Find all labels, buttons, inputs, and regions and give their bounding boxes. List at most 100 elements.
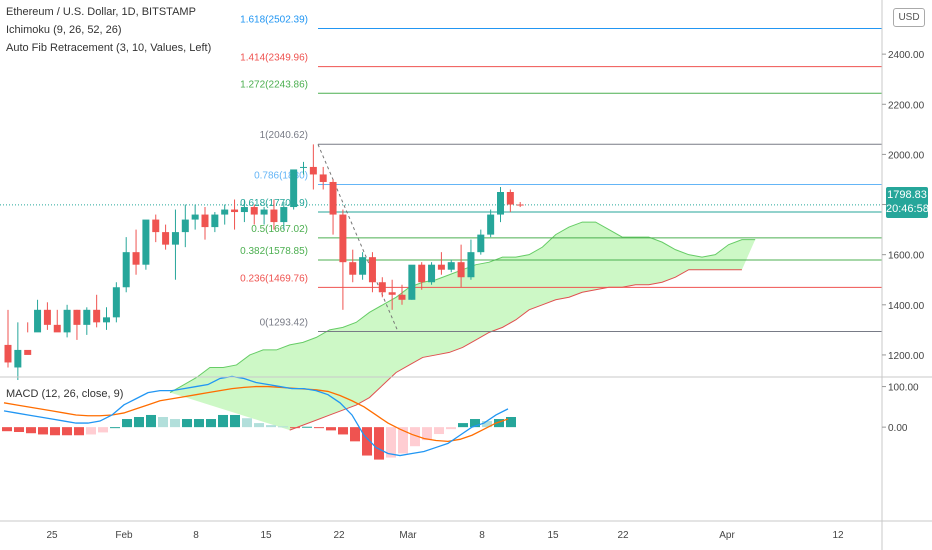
candle-up bbox=[497, 192, 504, 215]
time-tick-label: 22 bbox=[333, 530, 345, 541]
time-tick-label: 15 bbox=[260, 530, 272, 541]
candle-down bbox=[339, 214, 347, 263]
candle-up bbox=[280, 207, 288, 223]
macd-histogram-bar bbox=[446, 427, 456, 430]
fib-label: 0(1293.42) bbox=[260, 318, 308, 329]
cloud-span-b bbox=[289, 269, 742, 431]
macd-histogram-bar bbox=[2, 427, 12, 432]
macd-histogram-bar bbox=[206, 419, 216, 428]
macd-histogram-bar bbox=[470, 419, 480, 428]
macd-histogram-bar bbox=[242, 418, 252, 428]
macd-histogram-bar bbox=[122, 419, 132, 428]
candle-up bbox=[191, 214, 199, 220]
time-tick-label: 25 bbox=[46, 530, 58, 541]
candle-down bbox=[43, 309, 51, 325]
candle-down bbox=[132, 252, 140, 265]
candle-down bbox=[93, 309, 101, 323]
candle-up bbox=[122, 252, 130, 288]
candle-up bbox=[408, 264, 416, 300]
price-tick-label: 2400.00 bbox=[888, 50, 925, 61]
macd-histogram-bar bbox=[110, 427, 120, 429]
macd-histogram-bar bbox=[278, 426, 288, 428]
macd-histogram-bar bbox=[374, 427, 384, 460]
candle-up bbox=[300, 166, 307, 168]
price-tick-label: 1400.00 bbox=[888, 301, 925, 312]
candle-down bbox=[516, 204, 524, 206]
time-tick-label: 15 bbox=[547, 530, 559, 541]
fib-label: 0.5(1667.02) bbox=[251, 224, 308, 235]
macd-line bbox=[3, 375, 509, 457]
fib-trend-line bbox=[317, 144, 399, 332]
candle-up bbox=[487, 214, 495, 235]
candle-down bbox=[309, 166, 317, 175]
fib-label: 1(2040.62) bbox=[260, 130, 308, 141]
currency-badge[interactable]: USD bbox=[893, 8, 925, 27]
macd-tick-label: 0.00 bbox=[888, 423, 908, 434]
candle-up bbox=[428, 264, 436, 283]
candle-down bbox=[349, 262, 357, 275]
candle-up bbox=[240, 207, 248, 213]
fib-label: 1.272(2243.86) bbox=[240, 79, 308, 90]
candle-up bbox=[477, 234, 485, 253]
macd-histogram-bar bbox=[494, 419, 504, 428]
macd-histogram-bar bbox=[26, 427, 36, 434]
macd-histogram-bar bbox=[146, 414, 156, 428]
macd-histogram-bar bbox=[194, 419, 204, 428]
candle-up bbox=[221, 209, 229, 215]
macd-histogram-bar bbox=[86, 427, 96, 435]
candle-up bbox=[103, 317, 110, 323]
time-tick-label: 8 bbox=[479, 530, 485, 541]
macd-histogram-bar bbox=[218, 414, 228, 428]
macd-histogram-bar bbox=[314, 427, 324, 429]
candle-down bbox=[24, 349, 32, 355]
macd-histogram-bar bbox=[350, 427, 360, 442]
macd-legend: MACD (12, 26, close, 9) bbox=[6, 388, 124, 400]
candle-down bbox=[201, 214, 209, 228]
macd-histogram-bar bbox=[458, 423, 468, 428]
fib-label: 1.618(2502.39) bbox=[240, 14, 308, 25]
macd-histogram-bar bbox=[326, 427, 336, 431]
candle-down bbox=[53, 324, 61, 333]
macd-histogram-bar bbox=[62, 427, 72, 436]
price-pane[interactable]: 1.618(2502.39) 1.414(2349.96) 1.272(2243.8… bbox=[0, 14, 882, 431]
macd-histogram-bar bbox=[14, 427, 24, 433]
symbol-legend: Ethereum / U.S. Dollar, 1D, BITSTAMP bbox=[6, 6, 196, 18]
candle-down bbox=[368, 257, 376, 283]
last-price-tag: 1798.83 bbox=[886, 187, 928, 204]
macd-histogram-bar bbox=[134, 417, 144, 428]
fib-label: 0.786(1880) bbox=[254, 170, 308, 181]
macd-tick-label: 100.00 bbox=[888, 383, 919, 394]
candle-up bbox=[260, 209, 268, 215]
candle-up bbox=[181, 219, 189, 233]
macd-pane[interactable] bbox=[2, 375, 516, 460]
signal-line bbox=[3, 385, 509, 442]
fib-legend: Auto Fib Retracement (3, 10, Values, Lef… bbox=[6, 42, 212, 54]
macd-histogram-bar bbox=[98, 427, 108, 433]
fib-label: 1.414(2349.96) bbox=[240, 53, 308, 64]
candle-down bbox=[73, 309, 81, 325]
macd-histogram-bar bbox=[230, 414, 240, 428]
macd-histogram-bar bbox=[266, 425, 276, 428]
ichimoku-legend: Ichimoku (9, 26, 52, 26) bbox=[6, 24, 122, 36]
price-tick-label: 1600.00 bbox=[888, 251, 925, 262]
time-tick-label: 12 bbox=[832, 530, 844, 541]
macd-histogram-bar bbox=[50, 427, 60, 436]
macd-histogram-bar bbox=[302, 426, 312, 428]
macd-histogram-bar bbox=[386, 427, 396, 458]
candle-up bbox=[34, 309, 42, 333]
candle-down bbox=[378, 282, 386, 293]
candle-down bbox=[506, 192, 514, 205]
candle-up bbox=[290, 169, 298, 208]
macd-histogram-bar bbox=[170, 419, 180, 428]
time-tick-label: Mar bbox=[399, 530, 417, 541]
countdown-tag: 20:46:58 bbox=[886, 201, 929, 218]
candle-down bbox=[162, 232, 170, 245]
macd-histogram-bar bbox=[338, 427, 348, 435]
time-tick-label: 8 bbox=[193, 530, 199, 541]
candle-down bbox=[437, 264, 445, 270]
macd-histogram-bar bbox=[38, 427, 48, 435]
candle-up bbox=[211, 214, 219, 228]
candle-up bbox=[359, 257, 367, 275]
macd-histogram-bar bbox=[398, 427, 408, 454]
